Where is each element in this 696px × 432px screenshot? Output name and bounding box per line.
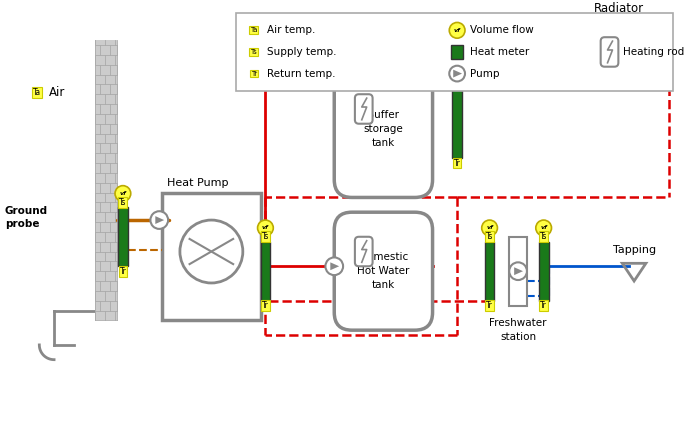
Text: Air: Air (49, 86, 65, 99)
FancyBboxPatch shape (334, 212, 432, 330)
Text: vf: vf (120, 191, 126, 196)
Circle shape (536, 220, 551, 236)
Text: Ta: Ta (250, 27, 258, 33)
FancyBboxPatch shape (355, 237, 372, 266)
Text: Air temp.: Air temp. (267, 25, 316, 35)
FancyBboxPatch shape (334, 60, 432, 197)
Text: vf: vf (262, 226, 269, 230)
Text: Tr: Tr (487, 301, 493, 310)
Circle shape (450, 66, 465, 82)
Polygon shape (155, 216, 164, 224)
Text: Ground
probe: Ground probe (5, 206, 48, 229)
Circle shape (115, 186, 131, 201)
Text: Tapping: Tapping (612, 245, 656, 254)
Circle shape (258, 220, 274, 236)
Polygon shape (331, 262, 339, 270)
Text: vf: vf (454, 54, 461, 58)
Circle shape (326, 257, 343, 275)
Circle shape (450, 48, 465, 64)
Text: Ts: Ts (486, 232, 493, 241)
Bar (484, 241, 494, 301)
Text: Ts: Ts (262, 232, 269, 241)
Text: vf: vf (540, 226, 547, 230)
Text: Ts: Ts (540, 232, 547, 241)
Bar (452, 70, 462, 158)
Bar (118, 207, 128, 266)
Text: Supply temp.: Supply temp. (267, 47, 337, 57)
Circle shape (503, 64, 520, 82)
Circle shape (450, 22, 465, 38)
Text: Heat meter: Heat meter (470, 47, 529, 57)
Text: Freshwater
station: Freshwater station (489, 318, 547, 342)
Text: Buffer
storage
tank: Buffer storage tank (363, 110, 403, 148)
Text: Ts: Ts (251, 49, 257, 55)
Text: Pump: Pump (470, 69, 500, 79)
Polygon shape (507, 69, 516, 76)
FancyBboxPatch shape (355, 94, 372, 124)
Circle shape (180, 220, 243, 283)
Text: Tr: Tr (262, 301, 269, 310)
Bar (260, 241, 270, 301)
Text: Tr: Tr (540, 301, 547, 310)
Bar (589, 19, 650, 68)
Circle shape (482, 220, 498, 236)
Text: Ts: Ts (119, 198, 127, 207)
Circle shape (509, 262, 527, 280)
Bar (236, 13, 674, 91)
Polygon shape (453, 70, 462, 77)
Bar (451, 45, 463, 59)
Text: Domestic
Hot Water
tank: Domestic Hot Water tank (357, 252, 409, 290)
Text: Radiator: Radiator (594, 2, 644, 15)
FancyBboxPatch shape (601, 37, 618, 67)
Polygon shape (514, 267, 523, 275)
Bar (95, 40, 117, 321)
Text: vf: vf (454, 28, 461, 33)
Circle shape (150, 211, 168, 229)
Text: Tr: Tr (120, 267, 126, 276)
Bar (162, 193, 260, 321)
Text: Heating rod: Heating rod (624, 47, 685, 57)
Bar (509, 237, 527, 305)
Text: Heat Pump: Heat Pump (167, 178, 228, 187)
Text: vf: vf (486, 226, 493, 230)
Text: Ts: Ts (454, 60, 461, 69)
Bar (539, 241, 548, 301)
Text: Return temp.: Return temp. (267, 69, 336, 79)
Text: Volume flow: Volume flow (470, 25, 534, 35)
Text: Tr: Tr (251, 70, 257, 76)
Text: Tr: Tr (454, 159, 461, 168)
Text: Ta: Ta (33, 88, 42, 97)
